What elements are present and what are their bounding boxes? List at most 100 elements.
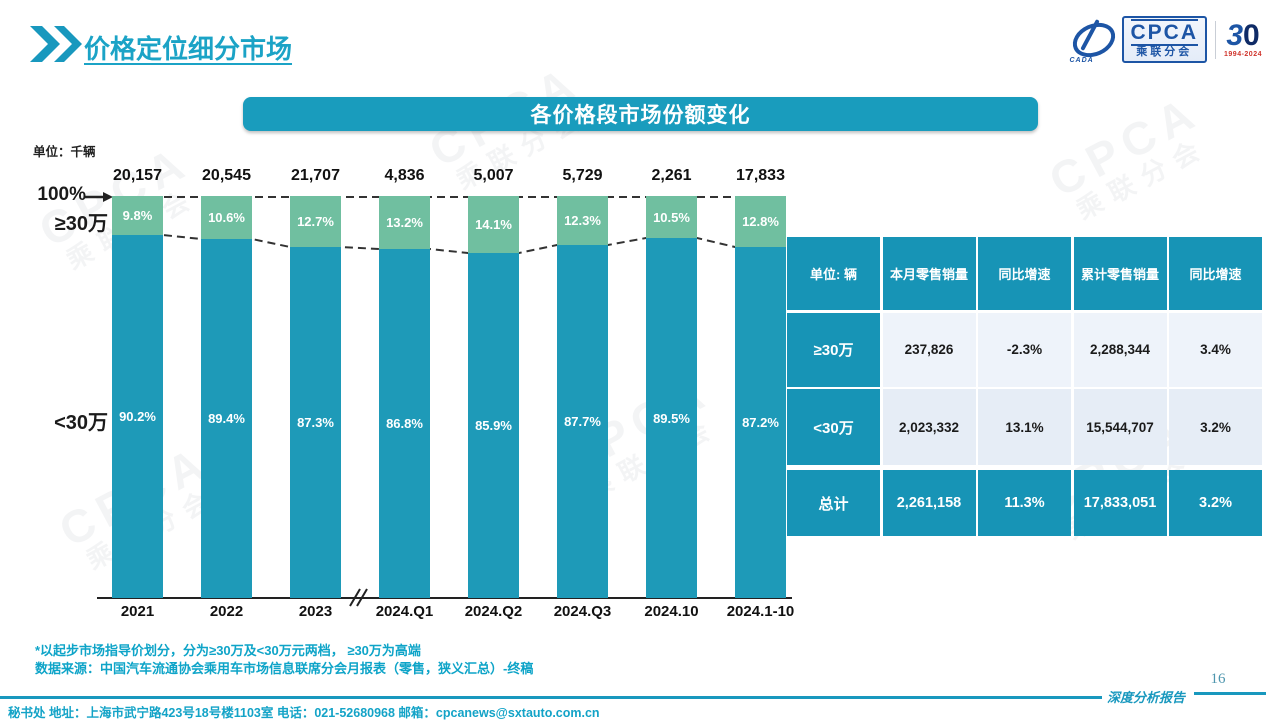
footnote-definition: *以起步市场指导价划分，分为≥30万及<30万元两档， ≥30万为高端 — [35, 643, 421, 658]
segment-label-high: 14.1% — [475, 217, 512, 232]
footnote-source: 数据来源：中国汽车流通协会乘用车市场信息联席分会月报表（零售，狭义汇总）-终稿 — [35, 661, 534, 676]
table-total-cell: 2,261,158 — [882, 470, 976, 536]
bar-segment-high: 10.6% — [201, 196, 252, 239]
anniversary-30-badge: 30 1994-2024 — [1224, 19, 1262, 59]
bar-total-label: 4,836 — [384, 167, 425, 184]
bar-segment-high: 13.2% — [379, 196, 430, 249]
bar-2022: 10.6% 89.4% — [201, 196, 252, 598]
segment-label-low: 90.2% — [119, 409, 156, 424]
x-axis-label-2021: 2021 — [120, 603, 155, 620]
x-axis-label-2024.Q3: 2024.Q3 — [553, 603, 612, 620]
segment-label-high: 10.5% — [653, 209, 690, 225]
table-cell: 3.4% — [1169, 312, 1262, 387]
segment-label-high: 12.3% — [564, 213, 601, 228]
bar-2021: 9.8% 90.2% — [112, 196, 163, 598]
bar-segment-high: 12.3% — [557, 196, 608, 245]
table-main-grid: 单位: 辆 本月零售销量 同比增速 累计零售销量 同比增速 ≥30万 237,8… — [787, 237, 1262, 465]
cpca-acronym: CPCA — [1130, 19, 1199, 46]
x-axis-label-2022: 2022 — [209, 603, 244, 620]
bar-2024.10: 10.5% 89.5% — [646, 196, 697, 598]
bar-2024.1-10: 12.8% 87.2% — [735, 196, 786, 598]
bar-segment-low: 87.3% — [290, 247, 341, 598]
bar-2023: 12.7% 87.3% — [290, 196, 341, 598]
bar-segment-low: 87.7% — [557, 245, 608, 598]
table-cell: 2,023,332 — [882, 389, 976, 465]
table-cell: 15,544,707 — [1073, 389, 1167, 465]
bar-total-label: 21,707 — [291, 167, 340, 184]
table-total-cell: 17,833,051 — [1073, 470, 1167, 536]
table-total-cell: 11.3% — [978, 470, 1071, 536]
segment-label-high: 10.6% — [208, 210, 245, 225]
segment-label-low: 89.4% — [208, 411, 245, 426]
chart-title-bar: 各价格段市场份额变化 — [243, 97, 1038, 131]
bar-segment-high: 12.7% — [290, 196, 341, 247]
bar-2024.Q2: 14.1% 85.9% — [468, 196, 519, 598]
table-total-cell: 3.2% — [1169, 470, 1262, 536]
bar-segment-high: 10.5% — [646, 196, 697, 238]
table-cell: -2.3% — [978, 312, 1071, 387]
cpca-name-cn: 乘联分会 — [1136, 46, 1193, 58]
segment-label-low: 85.9% — [475, 418, 512, 433]
report-type-label: 深度分析报告 — [1107, 690, 1186, 705]
unit-label: 单位：千辆 — [33, 145, 96, 159]
cada-swoosh-icon: CADA — [1066, 16, 1121, 64]
double-chevron-icon — [30, 26, 82, 67]
x-axis-label-2024.Q2: 2024.Q2 — [464, 603, 523, 620]
segment-label-high: 12.7% — [297, 214, 334, 229]
segment-label-low: 86.8% — [386, 416, 423, 431]
x-axis-label-2024.10: 2024.10 — [644, 603, 699, 620]
bar-total-label: 20,157 — [113, 167, 162, 184]
table-row-label-lt30: <30万 — [787, 389, 880, 465]
bar-segment-high: 9.8% — [112, 196, 163, 235]
data-table: 单位: 辆 本月零售销量 同比增速 累计零售销量 同比增速 ≥30万 237,8… — [787, 237, 1262, 536]
footer-rule-right — [1194, 692, 1266, 695]
table-header-unit: 单位: 辆 — [787, 237, 880, 310]
bar-segment-low: 89.5% — [646, 238, 697, 598]
bar-total-label: 2,261 — [651, 167, 692, 184]
cpca-logo-box: CPCA 乘联分会 — [1121, 16, 1208, 64]
bar-segment-low: 86.8% — [379, 249, 430, 598]
bar-2024.Q3: 12.3% 87.7% — [557, 196, 608, 598]
table-header-monthly: 本月零售销量 — [882, 237, 976, 310]
table-cell: 13.1% — [978, 389, 1071, 465]
table-total-grid: 总计 2,261,158 11.3% 17,833,051 3.2% — [787, 470, 1262, 536]
x-axis-label-2024.Q1: 2024.Q1 — [375, 603, 434, 620]
page-number: 16 — [1210, 671, 1226, 687]
cpca-logo: CADA CPCA 乘联分会 30 1994-2024 — [1066, 16, 1263, 64]
x-axis-label-2024.1-10: 2024.1-10 — [726, 603, 795, 620]
contact-info: 秘书处 地址：上海市武宁路423号18号楼1103室 电话：021-526809… — [8, 706, 600, 720]
bar-segment-low: 87.2% — [735, 247, 786, 598]
segment-label-low: 89.5% — [653, 410, 690, 426]
bar-segment-low: 89.4% — [201, 239, 252, 598]
bar-segment-low: 90.2% — [112, 235, 163, 598]
bar-2024.Q1: 13.2% 86.8% — [379, 196, 430, 598]
table-header-cumulative: 累计零售销量 — [1073, 237, 1167, 310]
y-axis-100-label: 100% — [37, 184, 86, 205]
logo-divider — [1215, 20, 1217, 59]
bar-total-label: 5,007 — [473, 167, 514, 184]
cada-text: CADA — [1069, 56, 1094, 64]
bar-segment-low: 85.9% — [468, 253, 519, 598]
segment-label-high: 13.2% — [386, 215, 423, 230]
segment-label-low: 87.3% — [297, 415, 334, 430]
segment-label-low: 87.7% — [564, 414, 601, 429]
table-header-monthly-yoy: 同比增速 — [978, 237, 1071, 310]
segment-label-low: 87.2% — [742, 415, 779, 430]
table-total-label: 总计 — [787, 470, 880, 536]
bar-segment-high: 12.8% — [735, 196, 786, 247]
table-cell: 2,288,344 — [1073, 312, 1167, 387]
x-axis-label-2023: 2023 — [298, 603, 333, 620]
table-row-label-ge30: ≥30万 — [787, 312, 880, 387]
series-label-ge30: ≥30万 — [54, 213, 108, 235]
bar-segment-high: 14.1% — [468, 196, 519, 253]
bar-total-label: 20,545 — [202, 167, 251, 184]
footer-rule — [0, 696, 1102, 699]
bar-total-label: 17,833 — [736, 167, 785, 184]
segment-label-high: 12.8% — [742, 214, 779, 229]
table-cell: 3.2% — [1169, 389, 1262, 465]
segment-label-high: 9.8% — [122, 208, 153, 223]
